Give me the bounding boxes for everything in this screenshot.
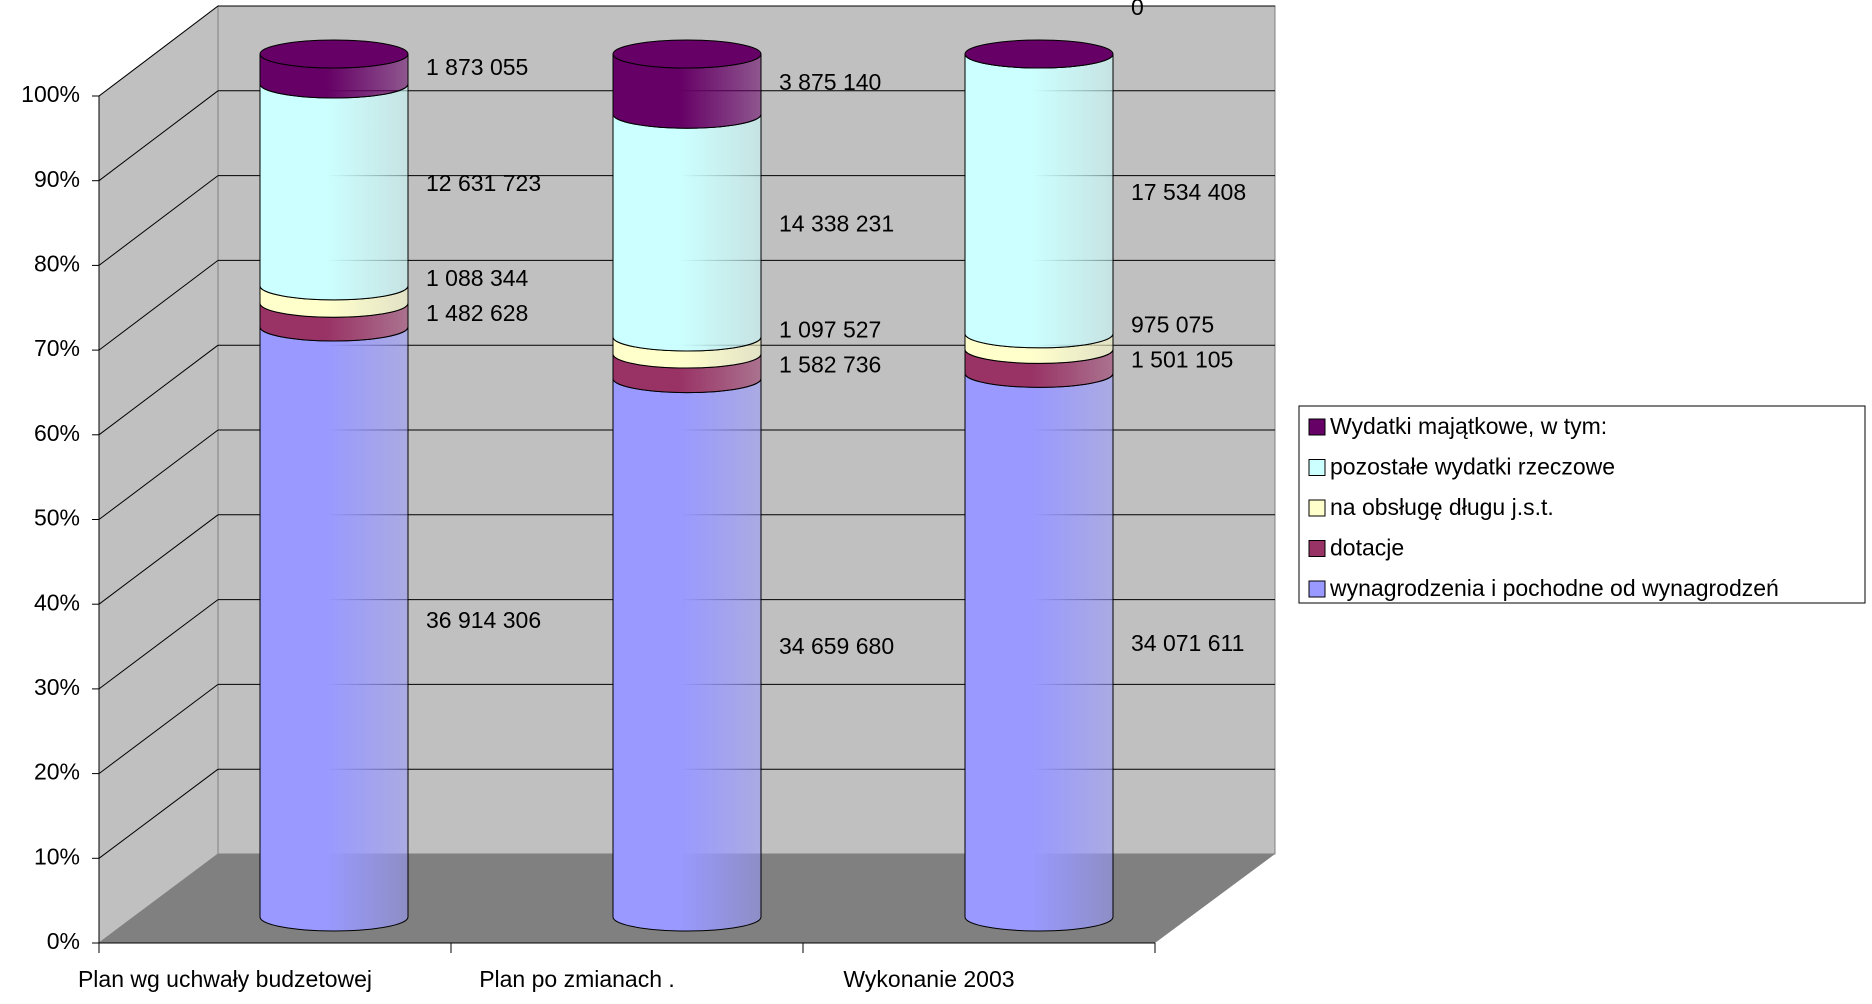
y-tick-label: 100%: [21, 81, 80, 107]
y-tick-label: 70%: [34, 335, 80, 361]
value-label: 17 534 408: [1131, 179, 1246, 205]
y-tick-label: 10%: [34, 843, 80, 869]
grid-line: [98, 260, 219, 351]
legend: [1298, 405, 1866, 604]
grid-line: [98, 514, 219, 605]
y-tick-label: 30%: [34, 674, 80, 700]
bar-top: [964, 39, 1114, 69]
y-tick-label: 50%: [34, 505, 80, 531]
y-tick-label: 80%: [34, 250, 80, 276]
legend-swatch: [1308, 459, 1326, 476]
y-tick-label: 0%: [47, 928, 80, 954]
value-label: 3 875 140: [779, 69, 881, 95]
grid-line: [98, 5, 219, 97]
value-label: 0: [1131, 0, 1144, 20]
value-label: 1 873 055: [426, 54, 528, 80]
y-tick-label: 90%: [34, 166, 80, 192]
value-label: 34 071 611: [1131, 630, 1244, 656]
legend-label: dotacje: [1330, 535, 1404, 561]
x-tick-label: Wykonanie 2003: [843, 966, 1014, 992]
legend-swatch: [1308, 499, 1326, 517]
legend-swatch: [1308, 540, 1326, 557]
y-tick-label: 40%: [34, 589, 80, 615]
value-label: 34 659 680: [779, 633, 894, 659]
value-label: 1 582 736: [779, 351, 881, 377]
legend-swatch: [1308, 418, 1326, 436]
legend-label: pozostałe wydatki rzeczowe: [1330, 454, 1615, 480]
legend-label: Wydatki majątkowe, w tym:: [1330, 413, 1607, 439]
bar-segment: [612, 378, 762, 932]
y-tick-label: 60%: [34, 420, 80, 446]
y-tick-label: 20%: [34, 759, 80, 785]
x-tick-label: Plan po zmianach .: [479, 966, 675, 992]
grid-line: [98, 175, 219, 266]
bar-segment: [964, 53, 1114, 349]
x-tick-label: Plan wg uchwały budzetowej: [78, 966, 372, 992]
bar-top: [259, 39, 409, 69]
grid-line: [98, 344, 219, 436]
bar-segment: [964, 373, 1114, 932]
legend-label: wynagrodzenia i pochodne od wynagrodzeń: [1329, 575, 1779, 601]
value-label: 1 088 344: [426, 265, 529, 291]
grid-line: [98, 429, 219, 520]
bar-segment: [612, 114, 762, 352]
grid-line: [98, 768, 219, 859]
bar-segment: [259, 83, 409, 301]
value-label: 1 501 105: [1131, 346, 1233, 372]
value-label: 12 631 723: [426, 170, 541, 196]
grid-line: [98, 90, 219, 182]
value-label: 36 914 306: [426, 607, 541, 633]
value-label: 1 097 527: [779, 316, 881, 342]
legend-swatch: [1308, 580, 1326, 598]
value-label: 14 338 231: [779, 211, 894, 237]
bar-top: [612, 39, 762, 69]
bar-segment: [259, 326, 409, 932]
value-label: 1 482 628: [426, 300, 528, 326]
legend-label: na obsługę długu j.s.t.: [1330, 494, 1554, 520]
value-label: 975 075: [1131, 311, 1214, 337]
grid-line: [98, 683, 219, 775]
grid-line: [98, 599, 219, 690]
